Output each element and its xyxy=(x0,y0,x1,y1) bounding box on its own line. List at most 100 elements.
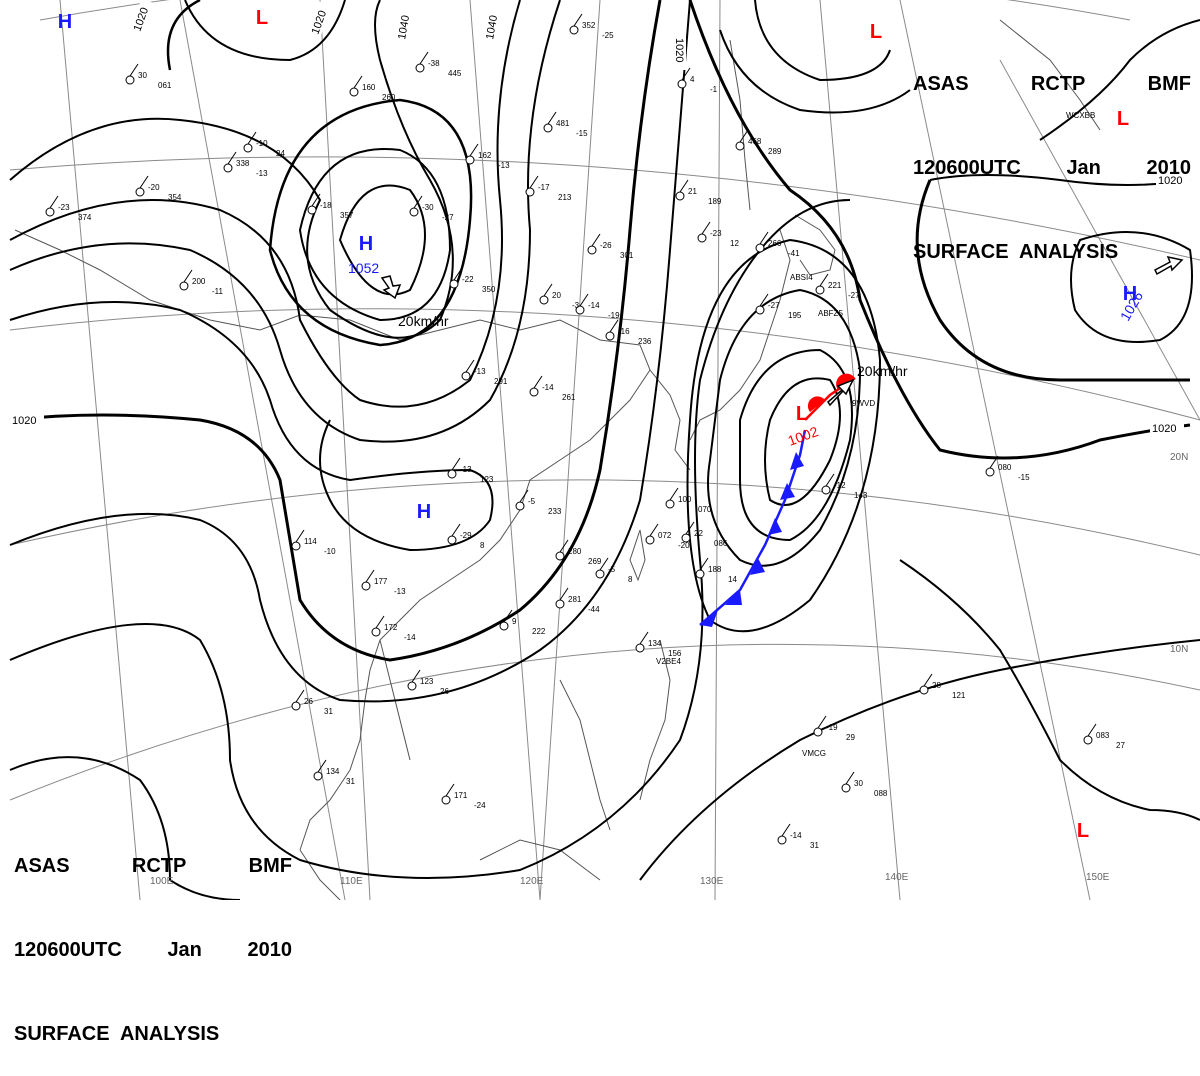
title-product: SURFACE ANALYSIS xyxy=(14,1023,220,1045)
motion-arrows xyxy=(380,255,1184,407)
station-circle xyxy=(665,499,675,509)
station-value: 236 xyxy=(638,337,652,346)
station-value: -41 xyxy=(788,249,800,258)
title-line-2: 120600UTC Jan 2010 xyxy=(14,936,292,964)
isobar xyxy=(298,148,452,322)
isobar-label-bg xyxy=(482,6,502,43)
isobar xyxy=(166,0,201,71)
wind-barb xyxy=(817,715,827,729)
station-circle xyxy=(361,581,371,591)
wind-barb xyxy=(819,273,829,287)
station-circle xyxy=(919,685,929,695)
station-value: 213 xyxy=(558,193,572,202)
wind-barb xyxy=(453,267,463,281)
low-pressure-symbol: L xyxy=(1117,108,1129,130)
station-circle xyxy=(441,795,451,805)
station-value: 8 xyxy=(480,541,485,550)
station-value: 350 xyxy=(482,285,496,294)
longitude-label: 140E xyxy=(885,872,909,883)
isobar-label-group: 1040 xyxy=(482,6,502,43)
latitude-label: 20N xyxy=(1170,452,1188,463)
station-value: 26 xyxy=(304,697,313,706)
cold-front-triangle xyxy=(750,558,765,575)
title-time: 120600UTC xyxy=(913,157,1021,179)
cold-front-triangle xyxy=(768,518,782,535)
wind-barb xyxy=(295,689,305,703)
coastline-china-south xyxy=(299,849,341,900)
wind-barb xyxy=(413,195,423,209)
meridian-line xyxy=(319,0,371,900)
station-circle xyxy=(447,469,457,479)
warm-front-bump xyxy=(807,396,825,412)
wind-barb xyxy=(701,221,711,235)
station-value: 123 xyxy=(480,475,494,484)
isobar xyxy=(899,559,1200,821)
station-circle xyxy=(291,541,301,551)
isobar xyxy=(9,0,691,703)
wind-barb xyxy=(685,521,695,535)
station-circle xyxy=(415,63,425,73)
station-value: -14 xyxy=(404,633,416,642)
station-value: -25 xyxy=(602,31,614,40)
station-value: -19 xyxy=(608,311,620,320)
station-value: 222 xyxy=(532,627,546,636)
meridian-line xyxy=(469,0,541,900)
map-background xyxy=(0,0,1200,900)
station-circle xyxy=(985,467,995,477)
station-value: 301 xyxy=(620,251,634,260)
wind-barb xyxy=(923,673,933,687)
station-circle xyxy=(697,233,707,243)
wind-barb xyxy=(759,293,769,307)
motion-speed-labels: 20km/hr 20km/hr xyxy=(398,313,908,379)
station-circle xyxy=(45,207,55,217)
coastline-luzon xyxy=(639,639,671,801)
wind-barb xyxy=(669,487,679,501)
station-value: -10 xyxy=(256,139,268,148)
station-value: 30 xyxy=(138,71,147,80)
station-value: 20 xyxy=(552,291,561,300)
motion-arrow xyxy=(1154,255,1184,276)
station-value: 261 xyxy=(562,393,576,402)
motion-speed-label: 20km/hr xyxy=(398,313,449,329)
wind-barb xyxy=(311,193,321,207)
station-value: 468 xyxy=(748,137,762,146)
high-pressure-symbol: H xyxy=(58,11,72,33)
title-line-1: ASAS RCTP BMF xyxy=(14,852,292,880)
station-value: 269 xyxy=(588,557,602,566)
isobar-label: 1040 xyxy=(484,14,500,40)
isobar-label: 1020 xyxy=(12,415,36,427)
isobar-label-group: 1020 xyxy=(10,414,44,427)
station-value: -19 xyxy=(826,723,838,732)
station-value: 172 xyxy=(384,623,398,632)
station-value: -30 xyxy=(422,203,434,212)
station-circle xyxy=(515,501,525,511)
wind-barb xyxy=(573,13,583,27)
title-code: BMF xyxy=(1147,73,1191,95)
station-value: -20 xyxy=(148,183,160,192)
station-value: -22 xyxy=(462,275,474,284)
station-value: 123 xyxy=(420,677,434,686)
wind-barb xyxy=(679,179,689,193)
wind-barb xyxy=(533,375,543,389)
station-value: 22 xyxy=(694,529,703,538)
isobar xyxy=(9,0,521,408)
station-circle xyxy=(677,79,687,89)
station-circle xyxy=(529,387,539,397)
wind-barb xyxy=(139,175,149,189)
wind-barb xyxy=(649,523,659,537)
station-circle xyxy=(291,701,301,711)
station-value: 188 xyxy=(708,565,722,574)
longitude-label: 110E xyxy=(340,876,363,887)
station-value: 27 xyxy=(1116,741,1125,750)
station-value: -44 xyxy=(588,605,600,614)
title-month: Jan xyxy=(1066,157,1101,179)
wind-barb xyxy=(759,231,769,245)
low-pressure-symbol: L xyxy=(796,403,808,425)
isobar-label-bg xyxy=(10,414,44,427)
station-value: 143 xyxy=(854,491,868,500)
station-circle xyxy=(595,569,605,579)
low-pressure-symbol: L xyxy=(1077,820,1089,842)
station-value: 100 xyxy=(678,495,692,504)
ship-callsign: V2BE4 xyxy=(656,657,681,666)
